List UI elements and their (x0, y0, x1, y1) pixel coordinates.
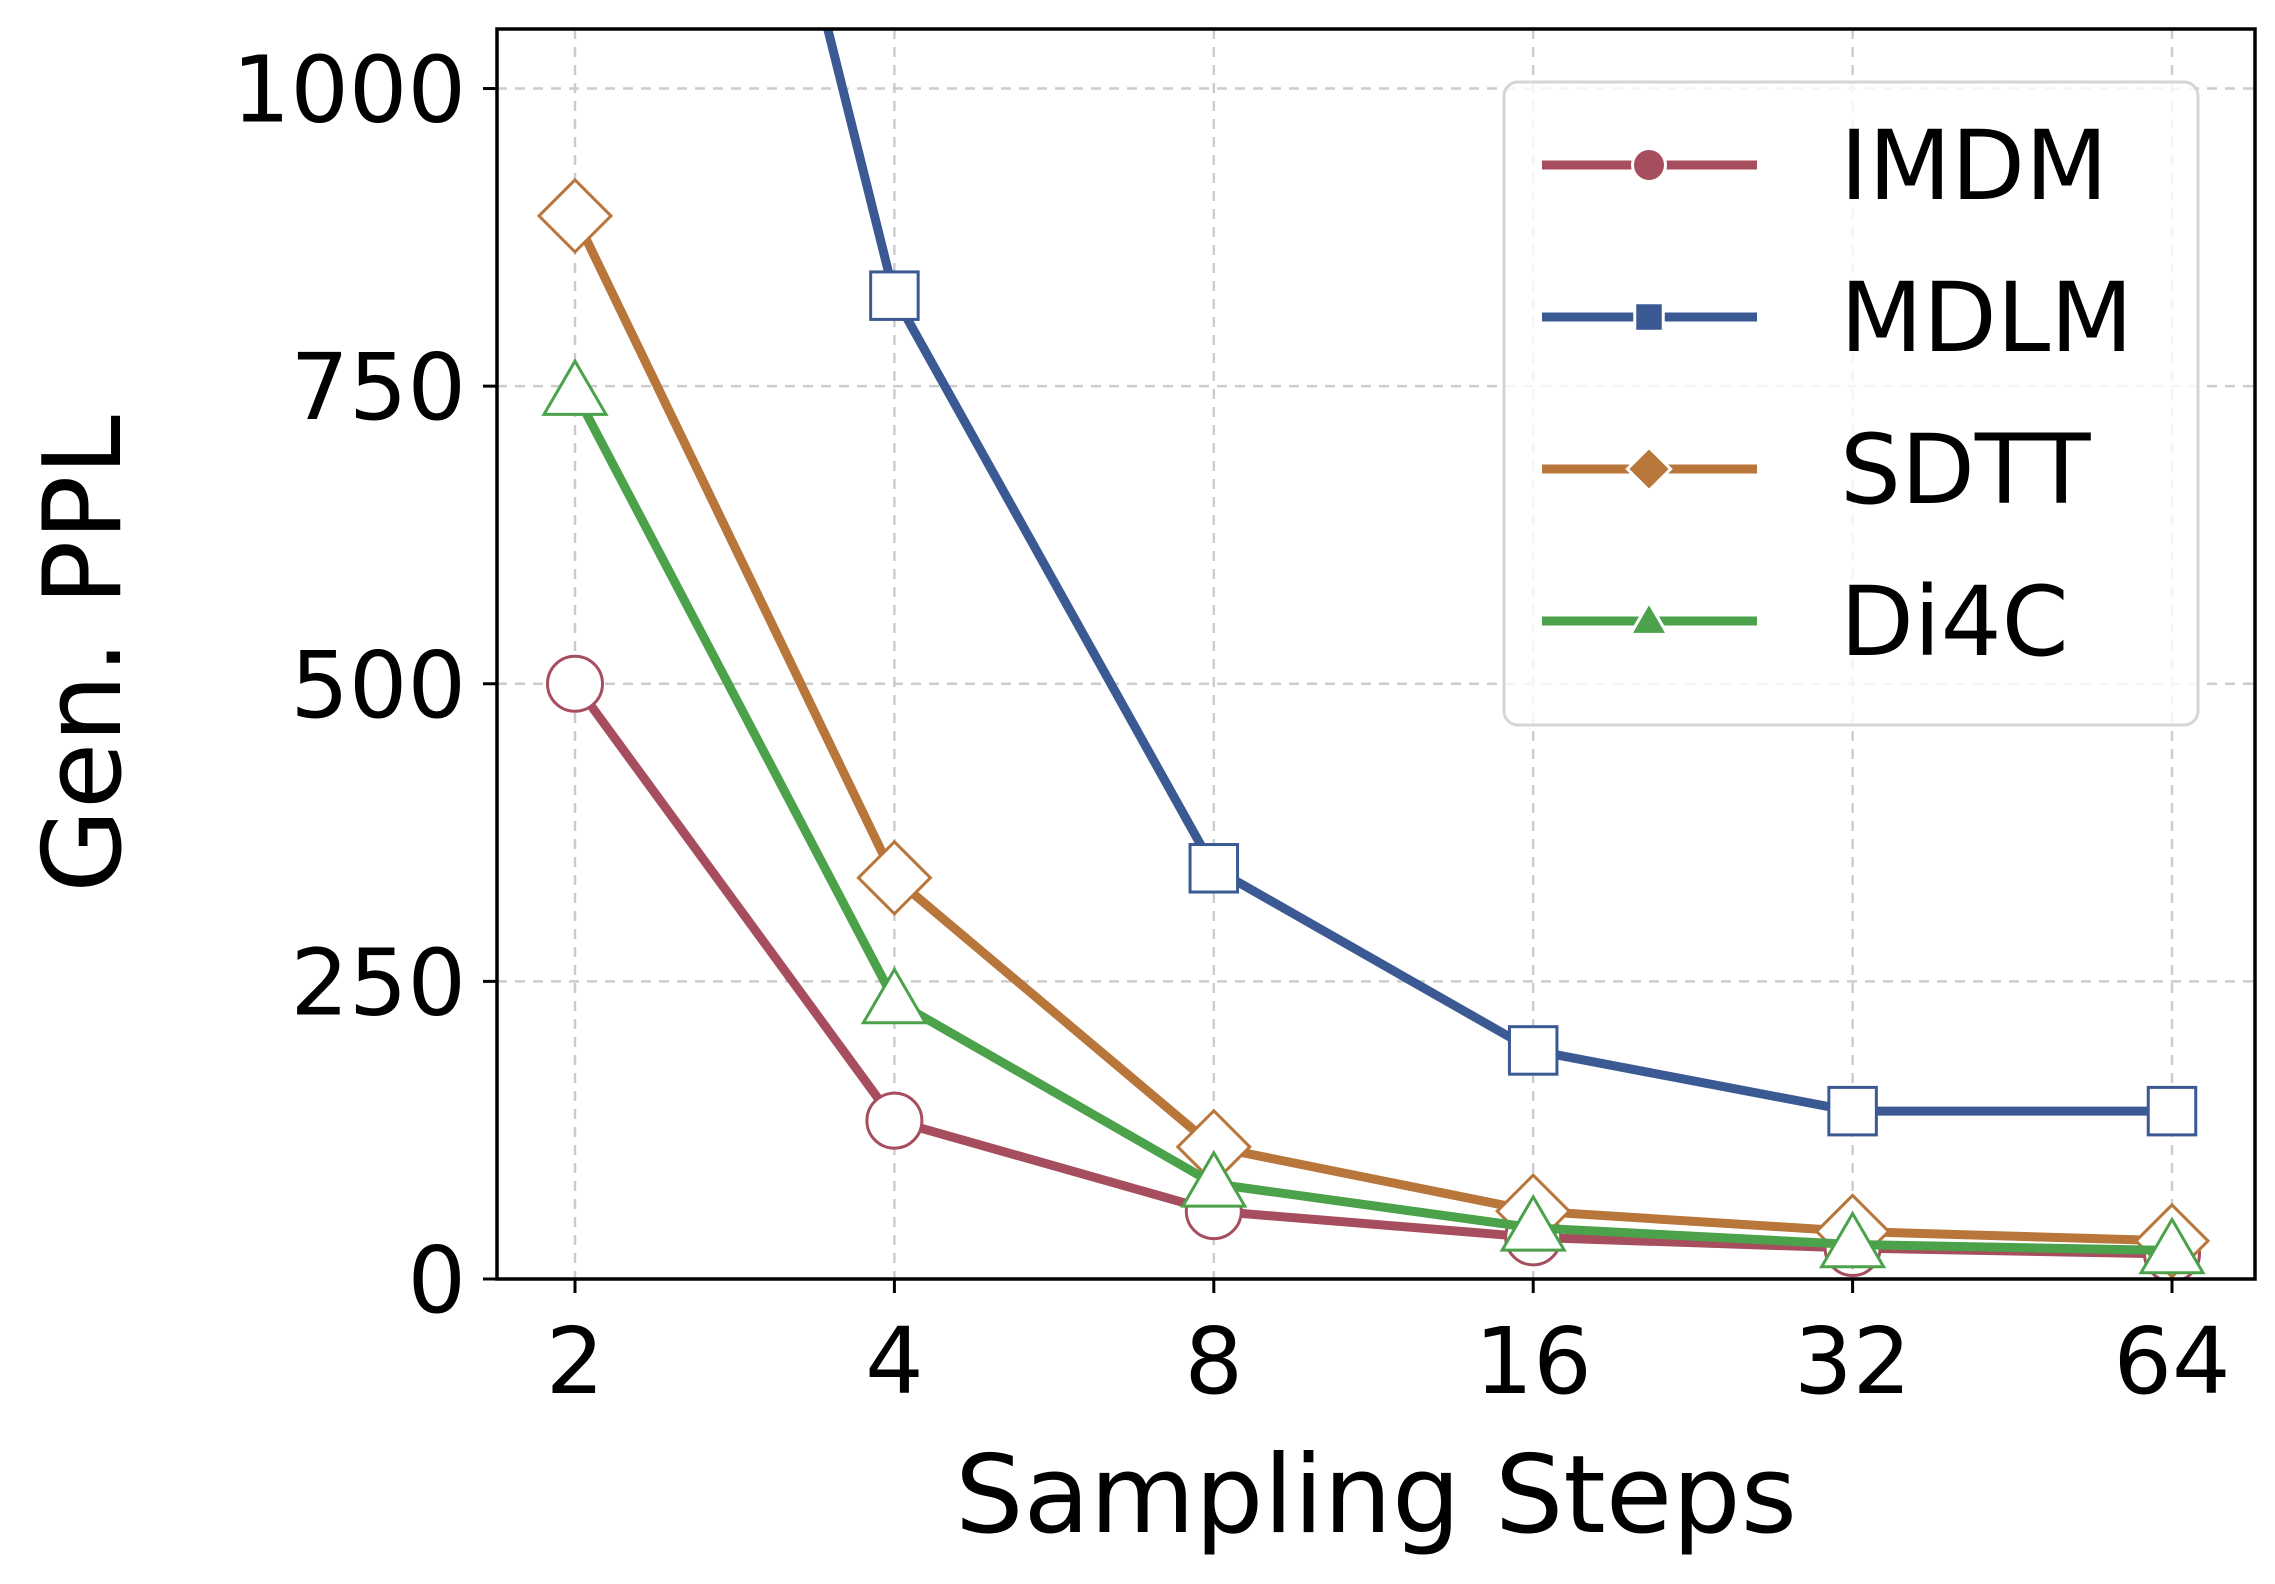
axis-ticks: 2 4 8 16 32 64 0 250 500 750 1000 (232, 37, 2231, 1415)
plot-frame (495, 27, 2257, 1281)
y-axis-label: Gen. PPL (21, 415, 146, 893)
data-point (1818, 1210, 1887, 1269)
data-point (865, 1091, 924, 1150)
data-point (856, 839, 933, 916)
legend-marker (1625, 445, 1673, 493)
data-point (1499, 1193, 1567, 1252)
legend-label: Di4C (1840, 566, 2069, 678)
legend-marker (1631, 147, 1667, 183)
y-tick-label: 500 (290, 632, 466, 739)
legend-box (1502, 80, 2200, 727)
x-tick-label: 2 (546, 1308, 605, 1415)
legend-label: IMDM (1840, 110, 2108, 222)
series-group (536, 29, 2211, 1279)
series-imdm (546, 654, 2201, 1279)
x-tick-label: 16 (1475, 1308, 1592, 1415)
legend-marker (1627, 599, 1671, 636)
data-point (2146, 1085, 2198, 1137)
series-line (570, 387, 2177, 1255)
legend-item-imdm: IMDM (1542, 110, 2108, 222)
data-point (546, 654, 604, 713)
legend-label: SDTT (1840, 414, 2091, 526)
legend-item-mdlm: MDLM (1542, 262, 2133, 374)
data-point (869, 270, 920, 321)
legend-marker (1633, 301, 1665, 333)
legend: IMDM MDLM SDTT Di4C (1502, 80, 2200, 727)
series-line (570, 679, 2177, 1259)
y-tick-label: 0 (407, 1227, 466, 1334)
series-line (570, 211, 2177, 1246)
legend-item-di4c: Di4C (1542, 566, 2069, 678)
x-tick-label: 4 (865, 1308, 924, 1415)
data-point (1507, 1025, 1559, 1076)
legend-label: MDLM (1840, 262, 2133, 374)
x-tick-label: 32 (1794, 1308, 1911, 1415)
data-point (541, 358, 609, 416)
series-di4c (541, 358, 2206, 1275)
x-tick-label: 8 (1185, 1308, 1244, 1415)
x-axis-label: Sampling Steps (955, 1433, 1797, 1558)
data-point (1180, 1149, 1248, 1208)
series-line (823, 29, 2177, 1116)
x-tick-label: 64 (2113, 1308, 2230, 1415)
y-tick-label: 250 (290, 929, 466, 1036)
y-tick-label: 750 (290, 334, 466, 441)
data-point (536, 177, 614, 255)
data-point (860, 966, 929, 1025)
legend-item-sdtt: SDTT (1542, 414, 2091, 526)
data-point (1827, 1085, 1878, 1137)
series-mdlm (823, 29, 2198, 1137)
y-tick-label: 1000 (232, 37, 466, 144)
data-point (2138, 1216, 2206, 1275)
data-point (1188, 843, 1240, 894)
